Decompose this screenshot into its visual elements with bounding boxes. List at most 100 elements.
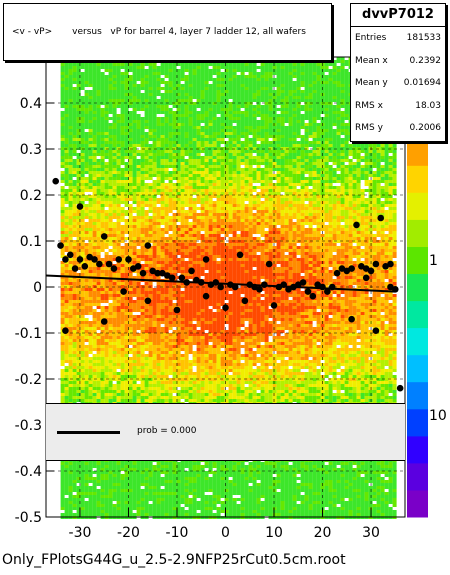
heatmap-cell xyxy=(60,114,65,117)
heatmap-cell xyxy=(68,102,73,105)
heatmap-cell xyxy=(200,138,205,141)
heatmap-cell xyxy=(344,207,349,210)
heatmap-cell xyxy=(240,180,245,183)
heatmap-cell xyxy=(228,141,233,144)
heatmap-cell xyxy=(88,162,93,165)
heatmap-cell xyxy=(108,60,113,63)
heatmap-cell xyxy=(324,225,329,228)
heatmap-cell xyxy=(320,72,325,75)
heatmap-cell xyxy=(88,168,93,171)
heatmap-cell xyxy=(92,168,97,171)
heatmap-cell xyxy=(260,87,265,90)
heatmap-cell xyxy=(364,159,369,162)
heatmap-cell xyxy=(372,192,377,195)
heatmap-cell xyxy=(240,192,245,195)
heatmap-cell xyxy=(164,192,169,195)
heatmap-cell xyxy=(104,231,109,234)
heatmap-cell xyxy=(312,192,317,195)
heatmap-cell xyxy=(172,114,177,117)
heatmap-cell xyxy=(100,156,105,159)
heatmap-cell xyxy=(368,144,373,147)
heatmap-cell xyxy=(228,75,233,78)
heatmap-cell xyxy=(232,189,237,192)
heatmap-cell xyxy=(88,135,93,138)
heatmap-cell xyxy=(152,168,157,171)
heatmap-cell xyxy=(60,198,65,201)
heatmap-cell xyxy=(336,228,341,231)
heatmap-cell xyxy=(148,174,153,177)
heatmap-cell xyxy=(120,132,125,135)
heatmap-cell xyxy=(356,153,361,156)
heatmap-cell xyxy=(312,204,317,207)
heatmap-cell xyxy=(232,144,237,147)
heatmap-cell xyxy=(348,147,353,150)
heatmap-cell xyxy=(208,93,213,96)
heatmap-cell xyxy=(64,90,69,93)
heatmap-cell xyxy=(268,75,273,78)
heatmap-cell xyxy=(256,237,261,240)
heatmap-cell xyxy=(252,96,257,99)
heatmap-cell xyxy=(316,69,321,72)
heatmap-cell xyxy=(120,180,125,183)
heatmap-cell xyxy=(260,75,265,78)
heatmap-cell xyxy=(376,204,381,207)
heatmap-cell xyxy=(104,150,109,153)
heatmap-cell xyxy=(108,129,113,132)
heatmap-cell xyxy=(252,228,257,231)
heatmap-cell xyxy=(76,135,81,138)
heatmap-cell xyxy=(276,234,281,237)
heatmap-cell xyxy=(116,60,121,63)
heatmap-cell xyxy=(304,180,309,183)
heatmap-cell xyxy=(240,102,245,105)
heatmap-cell xyxy=(228,189,233,192)
heatmap-cell xyxy=(140,225,145,228)
heatmap-cell xyxy=(204,135,209,138)
heatmap-cell xyxy=(316,96,321,99)
heatmap-cell xyxy=(60,129,65,132)
heatmap-cell xyxy=(236,237,241,240)
heatmap-cell xyxy=(304,156,309,159)
heatmap-cell xyxy=(172,141,177,144)
heatmap-cell xyxy=(64,213,69,216)
heatmap-cell xyxy=(252,126,257,129)
heatmap-cell xyxy=(288,228,293,231)
heatmap-cell xyxy=(348,168,353,171)
heatmap-cell xyxy=(220,120,225,123)
heatmap-cell xyxy=(100,144,105,147)
heatmap-cell xyxy=(172,165,177,168)
heatmap-cell xyxy=(388,192,393,195)
heatmap-cell xyxy=(364,201,369,204)
heatmap-cell xyxy=(136,225,141,228)
heatmap-cell xyxy=(88,195,93,198)
heatmap-cell xyxy=(300,117,305,120)
heatmap-cell xyxy=(276,156,281,159)
heatmap-cell xyxy=(320,240,325,243)
heatmap-cell xyxy=(128,90,133,93)
heatmap-cell xyxy=(232,117,237,120)
heatmap-cell xyxy=(104,168,109,171)
heatmap-cell xyxy=(292,234,297,237)
heatmap-cell xyxy=(284,237,289,240)
heatmap-cell xyxy=(192,147,197,150)
heatmap-cell xyxy=(336,213,341,216)
heatmap-cell xyxy=(220,237,225,240)
heatmap-cell xyxy=(136,102,141,105)
heatmap-cell xyxy=(232,207,237,210)
heatmap-cell xyxy=(284,204,289,207)
heatmap-cell xyxy=(148,237,153,240)
heatmap-cell xyxy=(232,93,237,96)
heatmap-cell xyxy=(120,138,125,141)
heatmap-cell xyxy=(168,183,173,186)
heatmap-cell xyxy=(144,162,149,165)
heatmap-cell xyxy=(256,201,261,204)
heatmap-cell xyxy=(344,171,349,174)
heatmap-cell xyxy=(92,144,97,147)
heatmap-cell xyxy=(148,231,153,234)
heatmap-cell xyxy=(304,210,309,213)
heatmap-cell xyxy=(152,192,157,195)
heatmap-cell xyxy=(168,75,173,78)
heatmap-cell xyxy=(144,123,149,126)
heatmap-cell xyxy=(192,198,197,201)
heatmap-cell xyxy=(292,90,297,93)
heatmap-cell xyxy=(244,210,249,213)
